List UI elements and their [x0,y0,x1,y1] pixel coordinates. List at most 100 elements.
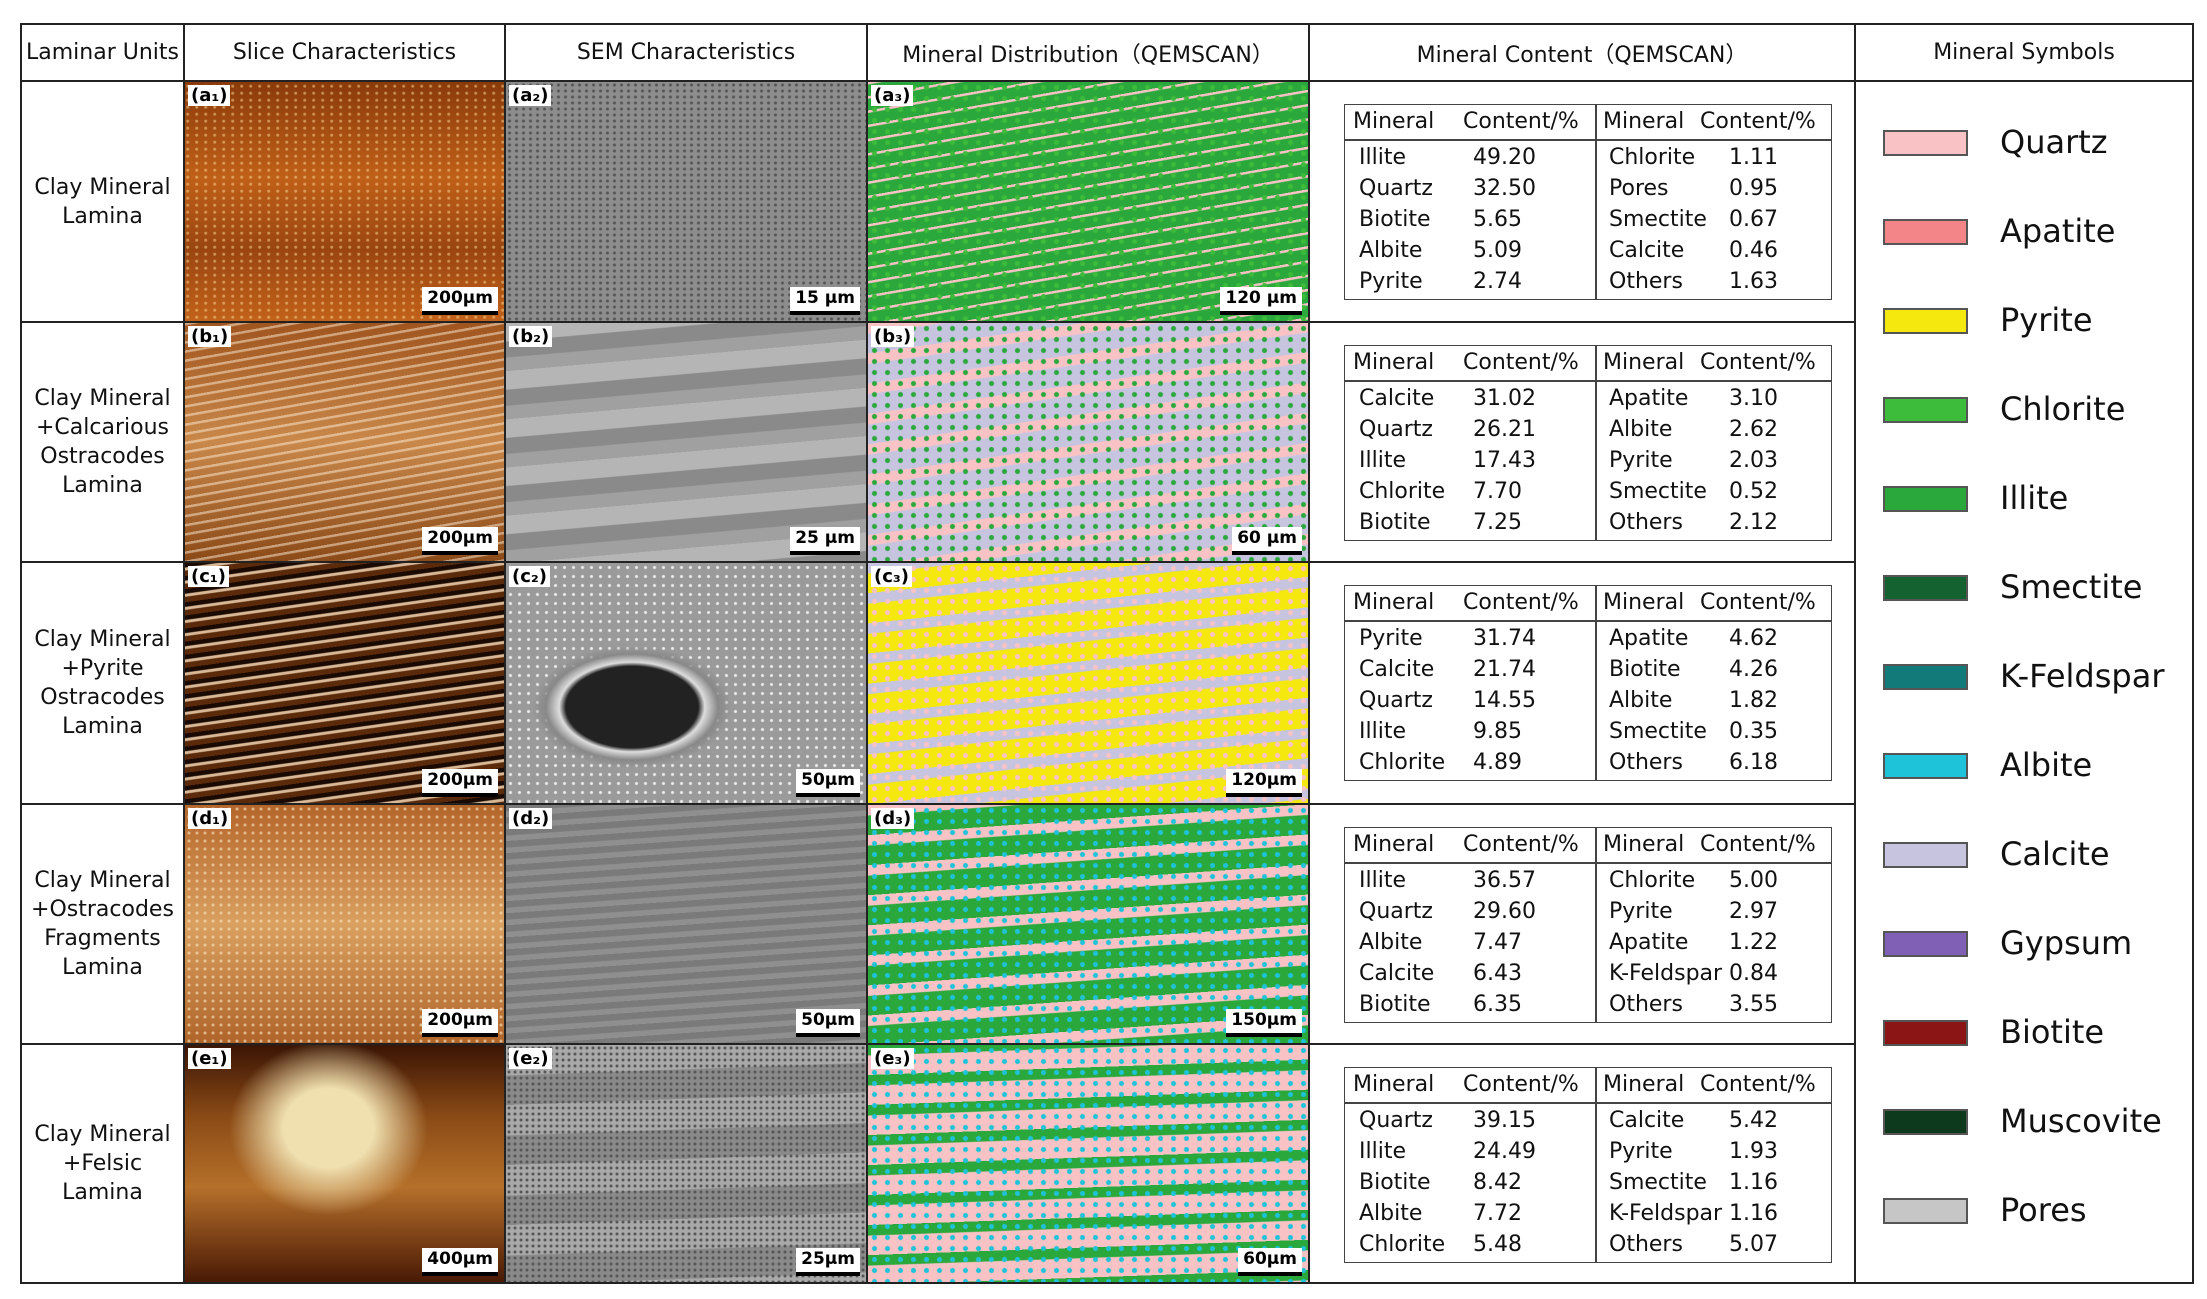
column-header: Mineral [1353,1072,1435,1097]
content-cell: Mineral Content/% Pyrite 31.74 Calcite 21.74 Q… [1308,561,1856,805]
mineral-name: Quartz [1359,1108,1433,1133]
mineral-name: Biotite [1359,1170,1431,1195]
mineral-content: 3.10 [1729,386,1778,411]
unit-label: Clay Mineral [34,1122,171,1147]
column-header: Content/% [1463,1072,1579,1097]
mineral-name: Illite [1359,719,1406,744]
mineral-name: Others [1609,750,1683,775]
mineral-content: 49.20 [1473,145,1536,170]
legend-swatch [1883,486,1968,512]
divider [1595,586,1597,780]
mineral-name: Calcite [1609,238,1685,263]
mineral-content: 29.60 [1473,899,1536,924]
unit-label: Fragments [44,926,161,951]
column-header: Content/% [1700,1072,1816,1097]
column-header: Mineral [1603,109,1685,134]
mineral-name: Smectite [1609,207,1707,232]
mineral-table: Mineral Content/% Quartz 39.15 Illite 24.49 Bi… [1344,1067,1832,1263]
mineral-name: Apatite [1609,626,1689,651]
column-header: Content/% [1700,109,1816,134]
unit-label: Ostracodes [40,444,165,469]
mineral-name: Others [1609,992,1683,1017]
scale-bar: 25μm [796,1248,860,1276]
mineral-content: 5.42 [1729,1108,1778,1133]
mineral-table: Mineral Content/% Calcite 31.02 Quartz 26.21 I… [1344,345,1832,541]
panel-label: (a₃) [871,85,914,106]
unit-label: Lamina [62,1180,143,1205]
mineral-content: 21.74 [1473,657,1536,682]
scale-bar: 15 μm [790,287,860,315]
mineral-content: 4.26 [1729,657,1778,682]
mineral-content: 6.35 [1473,992,1522,1017]
mineral-content: 5.09 [1473,238,1522,263]
mineral-content: 5.65 [1473,207,1522,232]
divider [1345,380,1831,382]
mineral-name: Quartz [1359,688,1433,713]
divider [1345,620,1831,622]
mineral-content: 31.74 [1473,626,1536,651]
mineral-content: 24.49 [1473,1139,1536,1164]
unit-label: Clay Mineral [34,174,171,200]
legend-label: Quartz [2000,123,2108,161]
mineral-content: 26.21 [1473,417,1536,442]
legend-label: Muscovite [2000,1102,2162,1140]
image-panel: (d₁) 200μm [183,803,506,1045]
mineral-content: 17.43 [1473,448,1536,473]
unit-label: Lamina [62,714,143,739]
mineral-content: 1.82 [1729,688,1778,713]
mineral-content: 5.00 [1729,868,1778,893]
mineral-content: 6.43 [1473,961,1522,986]
scale-bar: 150μm [1226,1009,1302,1037]
mineral-table: Mineral Content/% Illite 49.20 Quartz 32.50 Bi… [1344,104,1832,300]
mineral-content: 0.67 [1729,207,1778,232]
mineral-content: 4.89 [1473,750,1522,775]
mineral-content: 36.57 [1473,868,1536,893]
mineral-name: K-Feldspar [1609,961,1723,986]
panel-label: (b₁) [188,326,232,347]
legend-swatch [1883,397,1968,423]
mineral-name: Illite [1359,1139,1406,1164]
legend-swatch [1883,842,1968,868]
mineral-name: Pyrite [1609,1139,1673,1164]
header-cell: Slice Characteristics [183,23,506,82]
mineral-name: Biotite [1359,992,1431,1017]
header-cell: Mineral Content（QEMSCAN） [1308,23,1856,82]
mineral-table: Mineral Content/% Pyrite 31.74 Calcite 21.74 Q… [1344,585,1832,781]
unit-label: Lamina [62,473,143,498]
mineral-content: 31.02 [1473,386,1536,411]
column-header: Content/% [1700,832,1816,857]
legend-label: Biotite [2000,1013,2105,1051]
legend-swatch [1883,753,1968,779]
mineral-content: 0.46 [1729,238,1778,263]
mineral-content: 0.95 [1729,176,1778,201]
mineral-content: 5.07 [1729,1232,1778,1257]
panel-label: (e₁) [188,1048,231,1069]
mineral-content: 0.84 [1729,961,1778,986]
mineral-name: Biotite [1609,657,1681,682]
content-cell: Mineral Content/% Quartz 39.15 Illite 24.49 Bi… [1308,1043,1856,1284]
legend-label: Smectite [2000,568,2143,606]
image-panel: (a₁) 200μm [183,80,506,323]
mineral-name: Calcite [1359,386,1435,411]
mineral-name: Calcite [1609,1108,1685,1133]
legend-swatch [1883,575,1968,601]
legend-swatch [1883,664,1968,690]
mineral-name: Albite [1359,930,1423,955]
scale-bar: 60μm [1238,1248,1302,1276]
legend-label: Albite [2000,746,2093,784]
legend-swatch [1883,1020,1968,1046]
unit-label: Clay Mineral [34,868,171,893]
column-header: Content/% [1463,109,1579,134]
mineral-name: Quartz [1359,899,1433,924]
mineral-table: Mineral Content/% Illite 36.57 Quartz 29.60 Al… [1344,827,1832,1023]
mineral-name: Biotite [1359,207,1431,232]
mineral-name: Smectite [1609,479,1707,504]
image-panel: (a₂) 15 μm [504,80,868,323]
mineral-content: 8.42 [1473,1170,1522,1195]
column-header: Mineral [1603,1072,1685,1097]
legend-label: Pyrite [2000,301,2093,339]
scale-bar: 200μm [422,1009,498,1037]
mineral-name: Pyrite [1359,626,1423,651]
legend-label: Gypsum [2000,924,2133,962]
mineral-content: 1.11 [1729,145,1778,170]
